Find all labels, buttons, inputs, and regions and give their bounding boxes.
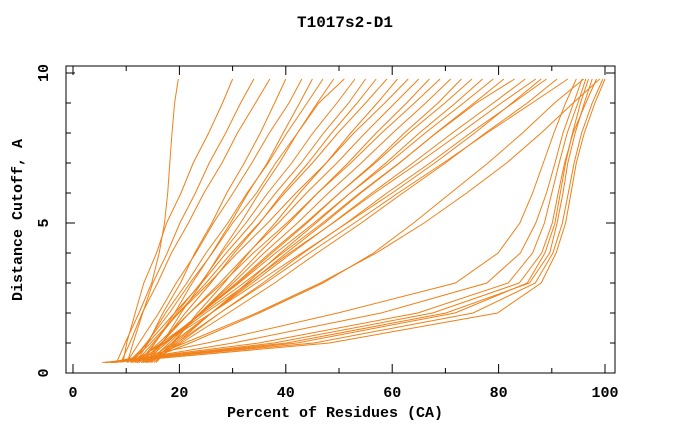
model-curve	[133, 78, 515, 363]
x-axis-label: Percent of Residues (CA)	[227, 405, 443, 422]
model-curve	[151, 78, 430, 363]
x-tick-label: 20	[170, 385, 188, 402]
model-curve	[122, 78, 234, 363]
plot-border	[65, 65, 616, 374]
x-tick-label: 0	[68, 385, 77, 402]
model-curve	[112, 78, 606, 363]
model-curve	[126, 78, 303, 363]
x-tick-label: 100	[591, 385, 618, 402]
model-curve	[130, 78, 409, 363]
y-tick-label: 5	[36, 218, 53, 227]
model-curve	[132, 78, 324, 363]
x-tick-label: 80	[490, 385, 508, 402]
model-curve	[138, 78, 494, 363]
model-curve	[110, 78, 577, 363]
model-curve	[145, 78, 526, 363]
model-curve	[141, 78, 420, 363]
model-curve	[136, 78, 601, 363]
model-curve	[149, 78, 505, 363]
model-curve	[153, 78, 483, 363]
model-curve	[150, 78, 547, 363]
model-curve	[146, 78, 569, 363]
model-curve	[120, 78, 271, 363]
axis-ticks	[66, 66, 615, 374]
model-curve	[102, 78, 604, 363]
model-curve	[136, 78, 441, 363]
x-tick-label: 60	[383, 385, 401, 402]
model-curve	[130, 78, 345, 363]
model-curve	[140, 78, 585, 363]
axis-tick-labels: 0 20 40 60 80 100 0 5 10	[36, 64, 619, 402]
model-curve	[106, 78, 597, 363]
model-curve	[114, 78, 583, 363]
y-tick-label: 0	[36, 368, 53, 377]
model-curve	[126, 78, 255, 363]
x-tick-label: 40	[277, 385, 295, 402]
model-curve	[142, 78, 313, 363]
model-curve	[135, 78, 287, 363]
model-curve	[105, 78, 587, 363]
model-curve	[147, 78, 452, 363]
model-curve	[127, 78, 367, 363]
model-curve	[110, 78, 589, 363]
model-curve	[147, 78, 558, 363]
model-curve	[116, 78, 179, 363]
y-axis-label: Distance Cutoff, A	[10, 139, 27, 301]
model-curve	[138, 78, 356, 363]
y-tick-label: 10	[36, 64, 53, 82]
model-curve	[137, 78, 537, 363]
model-curve	[104, 78, 593, 363]
model-curves	[102, 78, 606, 363]
chart-title: T1017s2-D1	[297, 14, 393, 32]
